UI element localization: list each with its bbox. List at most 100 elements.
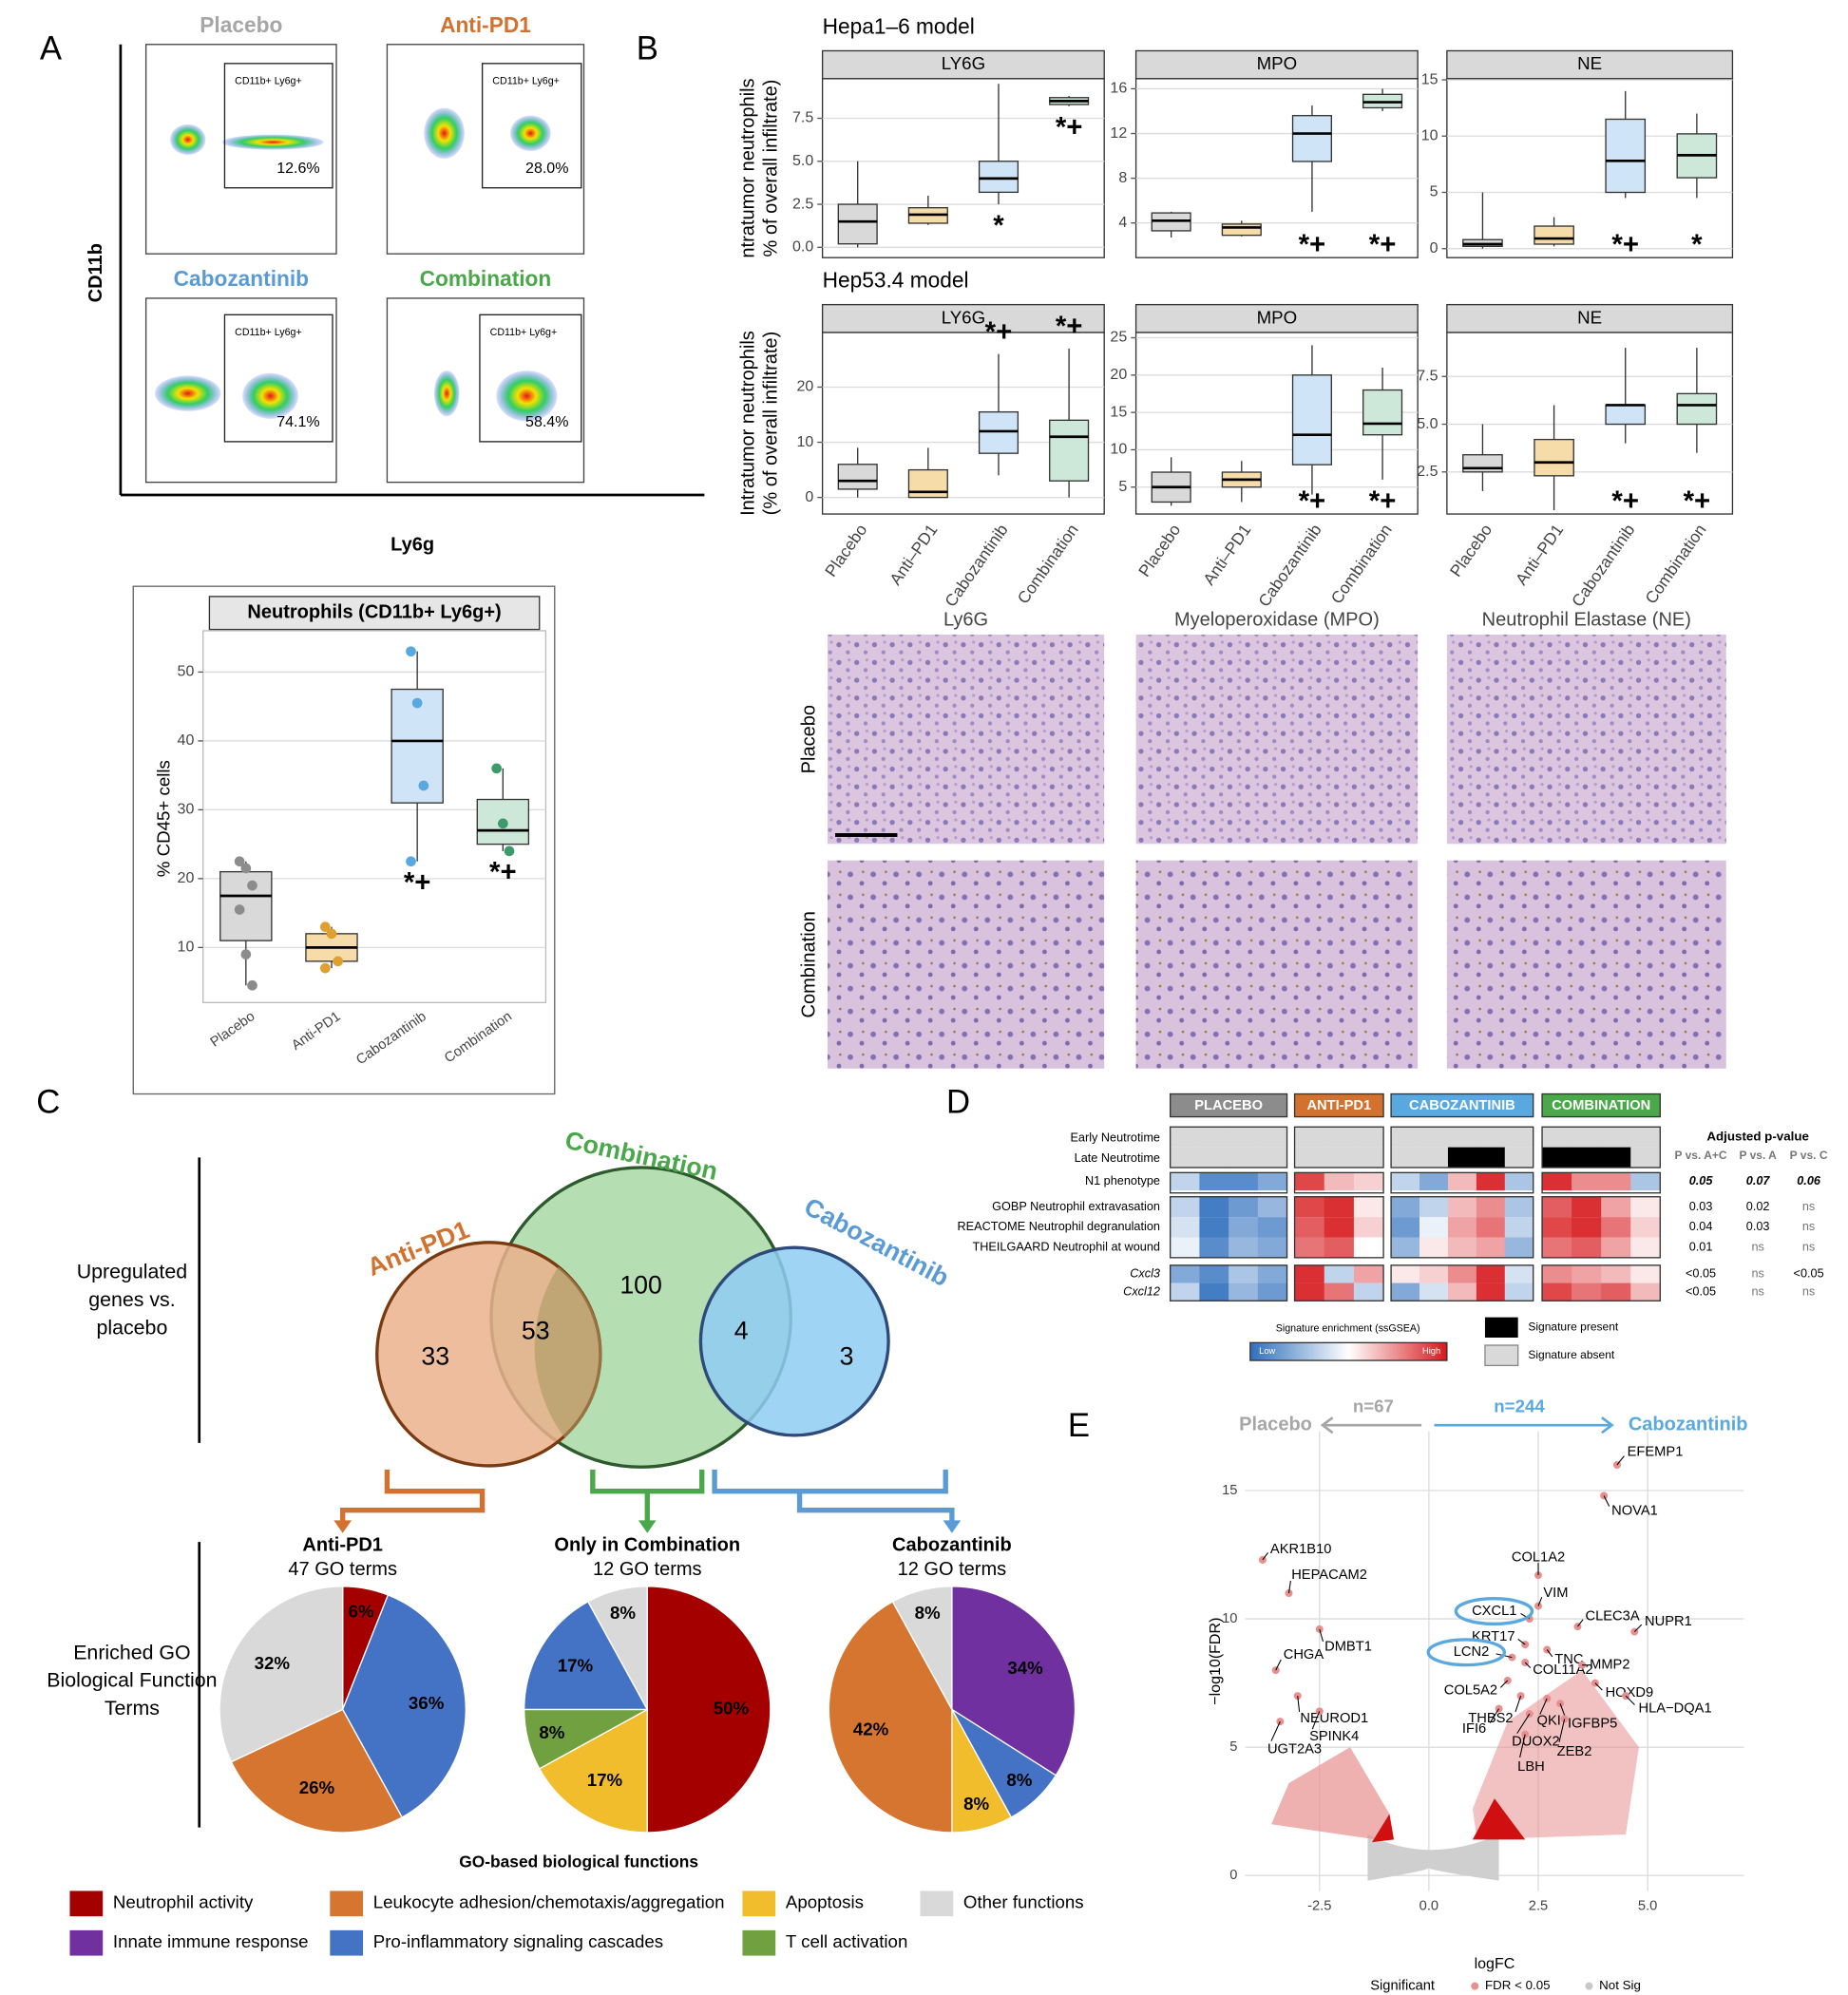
signature-cell [1170,1127,1200,1148]
leader-line [1546,1649,1553,1658]
heat-cell [1630,1282,1661,1302]
block-frame [1169,1264,1288,1302]
flow-gate [223,314,333,443]
leader-line [1270,1720,1281,1741]
x-tick-label: Cabozantinib [1254,521,1325,610]
flow-density [221,134,324,150]
pvalue-title: Adjusted p-value [1706,1129,1809,1143]
significance: *+ [1299,229,1326,260]
venn-count: 4 [734,1317,749,1345]
gene-label: UGT2A3 [1267,1741,1322,1757]
count-label: n=244 [1494,1396,1545,1416]
block-frame [1293,1196,1384,1259]
signature-cell [1391,1127,1420,1148]
heat-cell [1199,1282,1229,1302]
box [837,464,878,490]
group-header [1541,1092,1661,1118]
pie-subtitle: 47 GO terms [288,1559,397,1580]
gene-label: ZEB2 [1557,1744,1592,1759]
heat-cell [1601,1217,1631,1238]
heat-cell [1504,1196,1534,1218]
flow-gate-label: CD11b+ Ly6g+ [235,75,302,86]
heat-cell [1199,1172,1229,1191]
heat-cell [1542,1264,1572,1283]
panel-label: B [637,31,658,67]
heat-cell [1294,1196,1325,1218]
connector [340,1469,486,1524]
legend-label: Innate immune response [113,1931,309,1951]
leader-line [1524,1662,1532,1668]
facet-title: MPO [1257,53,1298,73]
y-tick-label: 10 [1222,1611,1237,1626]
significance: *+ [489,857,517,888]
x-tick-label: Anti–PD1 [1512,521,1567,589]
group-header-label: COMBINATION [1552,1098,1650,1113]
heat-cell [1257,1264,1287,1283]
legend-gradient [1249,1341,1448,1361]
y-tick-label: 15 [1222,1483,1237,1498]
data-point [319,922,331,932]
block-frame [1169,1171,1288,1194]
signature-cell [1391,1147,1420,1168]
heat-cell [1447,1172,1477,1191]
legend-label: Apoptosis [786,1892,864,1912]
significance: *+ [1056,112,1083,143]
chart-title: Neutrophils (CD11b+ Ly6g+) [247,602,501,623]
pie-value-label: 6% [349,1602,374,1622]
pie-slice [951,1586,1076,1776]
data-point [240,863,252,874]
gene-label: HOXD9 [1606,1685,1654,1700]
leader-line [1311,1711,1321,1730]
signature-cell [1630,1147,1661,1168]
leader-line [1515,1695,1522,1713]
signature-cell [1199,1127,1229,1148]
heat-cell [1447,1237,1477,1258]
gene-label: NOVA1 [1611,1503,1658,1518]
gene-label: NUPR1 [1645,1614,1692,1629]
heat-cell [1542,1196,1572,1218]
y-tick-label: 15 [1110,403,1127,420]
signature-cell [1170,1147,1200,1168]
y-tick-label: 0 [805,488,813,505]
x-tick-label: Combination [1326,521,1395,607]
leader-line [1633,1624,1643,1632]
pvalue: ns [1751,1241,1763,1254]
row-title: Hep53.4 model [823,268,969,293]
gene-label: IFI6 [1462,1721,1486,1737]
x-axis-label: logFC [1475,1955,1515,1972]
heat-cell [1542,1237,1572,1258]
pvalue: ns [1802,1220,1815,1233]
panel-label: E [1068,1408,1090,1444]
legend-label: Signature absent [1528,1348,1615,1361]
heat-cell [1229,1196,1259,1218]
histology-image [1446,634,1726,845]
box [907,468,948,499]
legend-swatch [69,1890,104,1917]
flow-density [496,370,558,422]
histology-image [1135,860,1419,1069]
data-point [497,818,508,829]
y-tick-label: 16 [1110,80,1127,97]
pie-slice [219,1586,344,1763]
legend-title: Significant [1370,1979,1435,1994]
box [1605,118,1647,194]
leader-line [1517,1639,1526,1645]
heat-cell [1294,1264,1325,1283]
gene-label: COL5A2 [1444,1682,1497,1698]
heat-cell [1601,1172,1631,1191]
heat-cell [1572,1217,1602,1238]
gene-label: EFEMP1 [1628,1444,1684,1459]
signature-cell [1229,1127,1259,1148]
flow-percent: 74.1% [276,413,319,430]
heat-cell [1601,1282,1631,1302]
box [391,688,444,804]
signature-cell [1447,1147,1477,1168]
x-tick-label: Placebo [821,521,870,580]
facet-title: NE [1577,307,1602,327]
heat-cell [1476,1237,1506,1258]
gene-label: QKI [1537,1714,1561,1729]
signature-cell [1504,1147,1534,1168]
flow-title: Anti-PD1 [440,12,531,37]
signature-cell [1294,1147,1325,1168]
pvalue: 0.03 [1746,1220,1770,1233]
